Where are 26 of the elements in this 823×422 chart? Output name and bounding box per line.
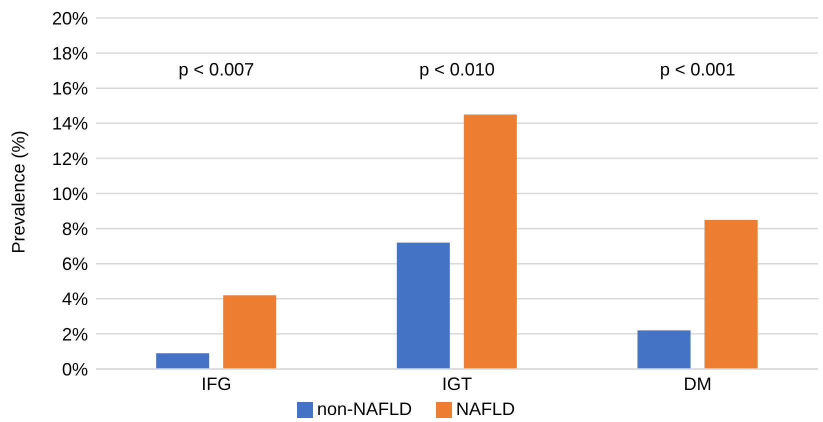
annotation: p < 0.001 — [660, 59, 736, 80]
annotation: p < 0.007 — [178, 59, 254, 80]
legend-label: NAFLD — [456, 399, 516, 419]
x-tick-label: IGT — [442, 374, 472, 394]
y-axis-title: Prevalence (%) — [8, 130, 28, 254]
x-tick-label: IFG — [201, 374, 232, 394]
bar — [638, 330, 690, 369]
bar — [464, 114, 517, 369]
y-tick-label: 20% — [52, 8, 88, 28]
y-tick-label: 0% — [62, 359, 88, 380]
bar — [704, 220, 758, 369]
y-tick-label: 14% — [52, 114, 88, 134]
bar — [156, 353, 210, 369]
y-tick-label: 8% — [62, 218, 88, 239]
y-tick-label: 4% — [62, 289, 88, 310]
y-tick-label: 10% — [52, 184, 88, 204]
x-tick-label: DM — [684, 374, 712, 394]
bar — [396, 242, 450, 369]
legend-label: non-NAFLD — [316, 399, 412, 419]
y-tick-label: 2% — [62, 324, 88, 344]
annotation: p < 0.010 — [419, 59, 495, 80]
y-tick-label: 16% — [52, 78, 88, 99]
y-tick-label: 12% — [52, 148, 88, 169]
y-tick-label: 6% — [62, 254, 88, 274]
bar — [223, 295, 276, 369]
y-tick-label: 18% — [52, 43, 88, 64]
